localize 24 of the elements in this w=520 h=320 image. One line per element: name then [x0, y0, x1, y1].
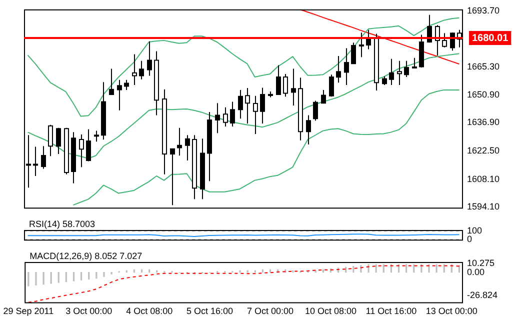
chart-title: MACD(12,26,9) 8.052 7.027	[30, 250, 142, 261]
x-tick-label: 7 Oct 00:00	[246, 306, 294, 316]
x-tick-label: 4 Oct 08:00	[126, 306, 173, 316]
ref-line-label: 1680.01	[472, 32, 509, 44]
y-tick-label: 1665.30	[467, 61, 500, 72]
x-tick-label: 10 Oct 08:00	[304, 306, 357, 316]
x-tick-label: 3 Oct 00:00	[66, 306, 112, 316]
y-tick-label: 100	[467, 226, 482, 236]
x-tick-label: 29 Sep 2011	[3, 306, 54, 316]
y-tick-label: -26.824	[467, 290, 498, 300]
y-tick-label: 1650.90	[467, 90, 500, 100]
y-tick-label: 0.00	[467, 266, 485, 277]
chart-title: RSI(14) 58.7003	[29, 218, 96, 229]
y-tick-label: 1622.50	[467, 146, 500, 156]
line-series	[28, 265, 460, 303]
x-tick-label: 13 Oct 00:00	[426, 306, 478, 316]
x-tick-label: 5 Oct 16:00	[186, 306, 234, 316]
y-tick-label: 10.275	[467, 258, 495, 268]
y-tick-label: 1693.70	[467, 6, 500, 16]
y-tick-label: 1608.10	[467, 174, 500, 184]
y-tick-label: 1594.10	[467, 201, 500, 212]
y-tick-label: 0	[467, 234, 472, 244]
x-tick-label: 11 Oct 16:00	[366, 306, 417, 316]
y-tick-label: 1636.90	[467, 117, 500, 128]
